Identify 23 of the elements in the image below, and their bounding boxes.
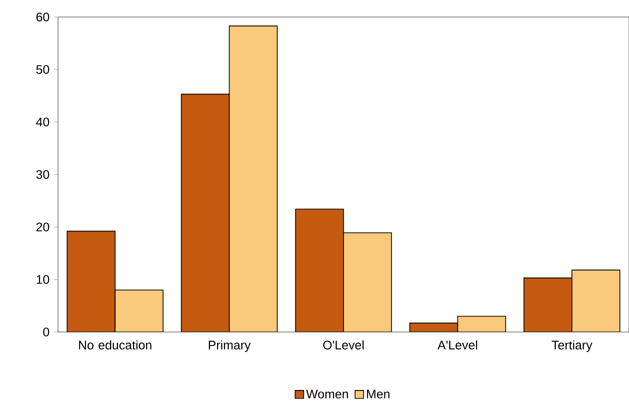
y-tick-label: 10	[36, 275, 50, 284]
y-tick-label: 20	[36, 222, 50, 232]
y-tick-label: 50	[36, 65, 50, 74]
legend-label: Men	[367, 390, 390, 398]
legend-label: Women	[306, 390, 348, 398]
bar	[296, 209, 344, 332]
x-tick-label: Tertiary	[552, 340, 592, 352]
x-tick-label: Primary	[208, 340, 251, 352]
bar	[572, 270, 620, 332]
y-tick-label: 40	[36, 118, 50, 126]
x-tick-label: A'Level	[438, 340, 478, 350]
bar	[229, 26, 278, 332]
bar	[524, 278, 572, 332]
x-tick-label: No education	[79, 340, 152, 350]
bar	[344, 232, 392, 332]
x-tick-label: O'Level	[323, 340, 364, 350]
y-tick-label: 30	[36, 170, 50, 179]
bar	[458, 316, 506, 332]
bar	[181, 94, 230, 332]
y-tick-label: 0	[43, 328, 50, 336]
bar	[67, 231, 116, 332]
y-tick-label: 60	[36, 12, 50, 22]
bar	[115, 290, 164, 332]
